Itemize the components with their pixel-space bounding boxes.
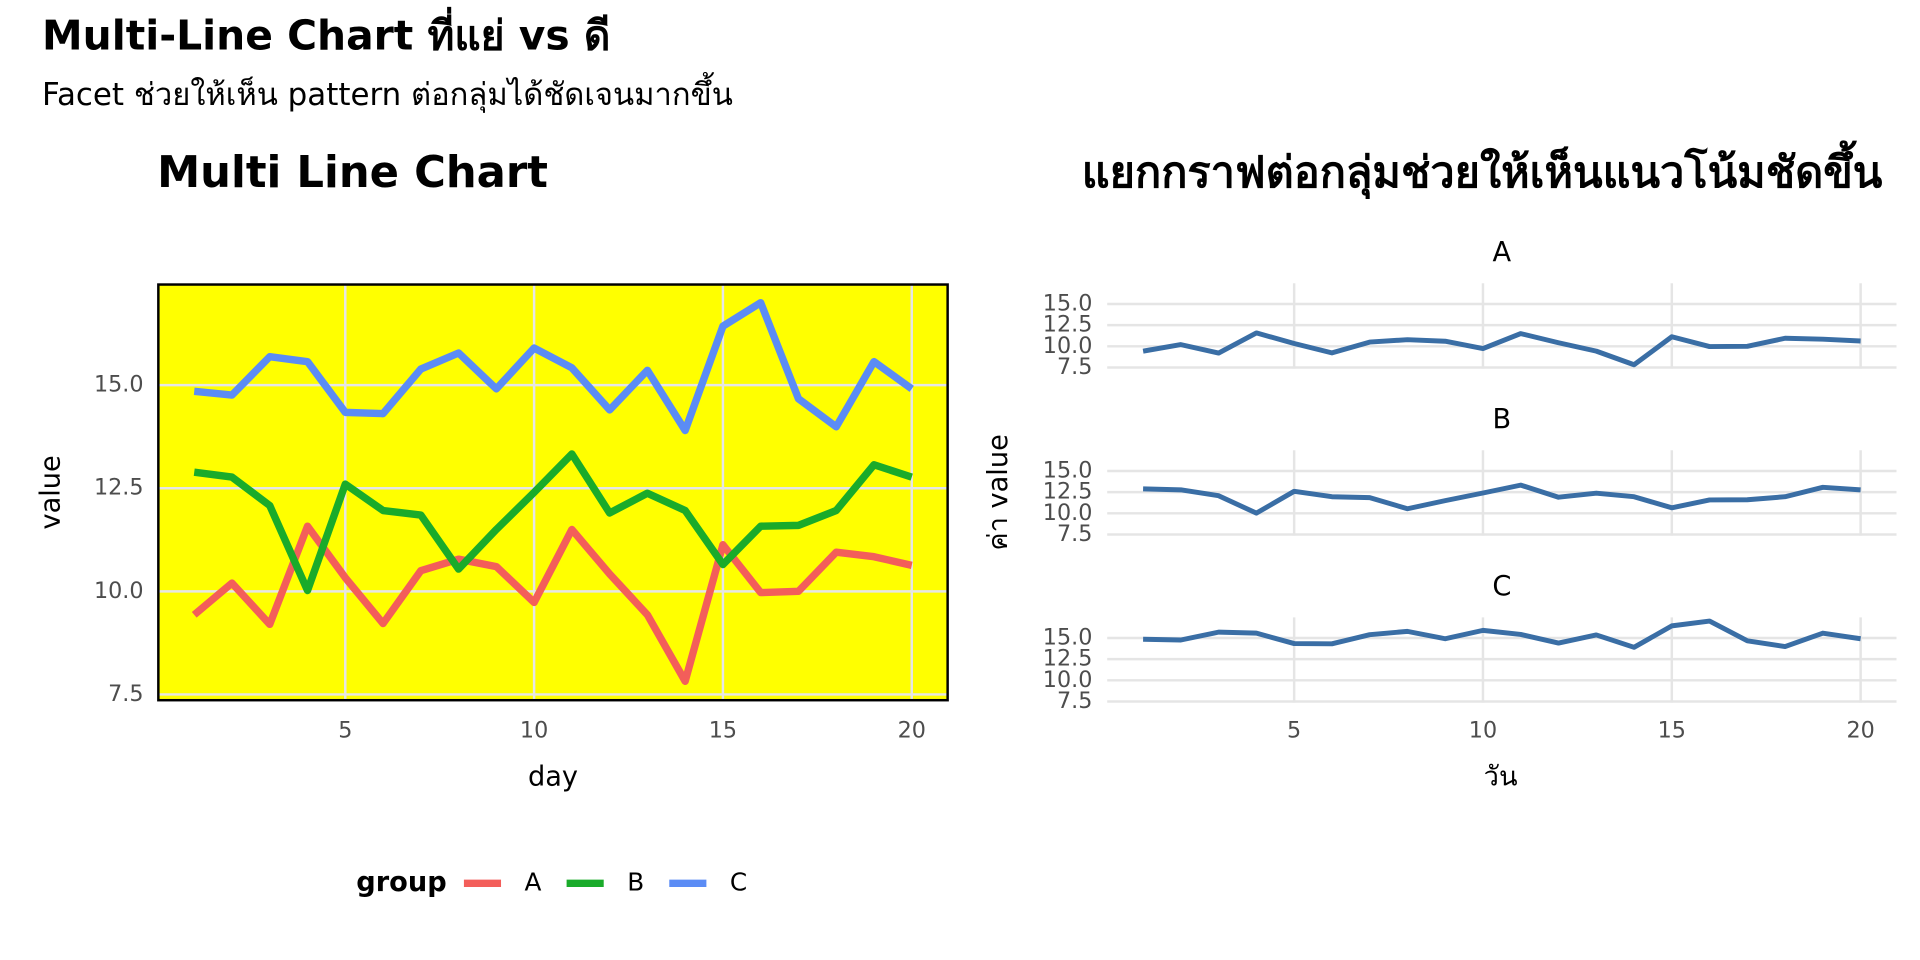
- chart-title: Multi Line Chart: [157, 148, 548, 198]
- x-axis-label: วัน: [1484, 762, 1518, 793]
- y-tick-label: 7.5: [1057, 354, 1092, 380]
- y-tick-label: 15.0: [1043, 457, 1093, 483]
- y-tick-label: 7.5: [1057, 688, 1092, 714]
- panel-border: [157, 283, 949, 702]
- data-line: [193, 298, 914, 435]
- x-tick-label: 10: [520, 718, 548, 744]
- y-tick-label: 15.0: [1043, 290, 1093, 316]
- strip-label: A: [1493, 237, 1512, 268]
- y-tick-label: 7.5: [1057, 521, 1092, 547]
- y-tick-label: 7.5: [108, 681, 143, 707]
- legend-label: B: [627, 867, 644, 896]
- x-tick-label: 5: [338, 718, 352, 744]
- legend-label: C: [730, 867, 747, 896]
- y-tick-label: 15.0: [1043, 624, 1093, 650]
- y-tick-label: 10.0: [1043, 333, 1093, 359]
- strip-label: C: [1492, 571, 1511, 602]
- y-tick-label: 10.0: [1043, 667, 1093, 693]
- data-line: [1143, 618, 1861, 650]
- legend-label: A: [525, 867, 542, 896]
- y-axis-label: ค่า value: [983, 434, 1014, 550]
- y-tick-label: 12.5: [1043, 646, 1093, 672]
- y-tick-label: 12.5: [94, 475, 144, 501]
- data-line: [1143, 482, 1861, 516]
- strip-label: B: [1493, 404, 1512, 435]
- panel-background: [158, 284, 948, 701]
- x-tick-label: 15: [709, 718, 737, 744]
- y-tick-label: 12.5: [1043, 479, 1093, 505]
- page-subtitle: Facet ช่วยให้เห็น pattern ต่อกลุ่มได้ชัด…: [42, 72, 733, 114]
- y-tick-label: 10.0: [1043, 500, 1093, 526]
- y-axis-label: value: [35, 455, 66, 529]
- y-tick-label: 15.0: [94, 372, 144, 398]
- data-line: [191, 522, 913, 685]
- y-tick-label: 10.0: [94, 578, 144, 604]
- x-tick-label: 5: [1287, 718, 1301, 744]
- data-line: [193, 450, 913, 595]
- y-tick-label: 12.5: [1043, 312, 1093, 338]
- legend-title: group: [356, 867, 446, 898]
- chart-title: แยกกราฟต่อกลุ่มช่วยให้เห็นแนวโน้มชัดขึ้น: [1082, 140, 1883, 200]
- x-tick-label: 20: [898, 718, 926, 744]
- x-tick-label: 20: [1846, 718, 1874, 744]
- x-axis-label: day: [528, 762, 578, 793]
- data-line: [1142, 330, 1861, 368]
- x-tick-label: 15: [1658, 718, 1686, 744]
- x-tick-label: 10: [1469, 718, 1497, 744]
- page-title: Multi-Line Chart ที่แย่ vs ดี: [42, 6, 610, 59]
